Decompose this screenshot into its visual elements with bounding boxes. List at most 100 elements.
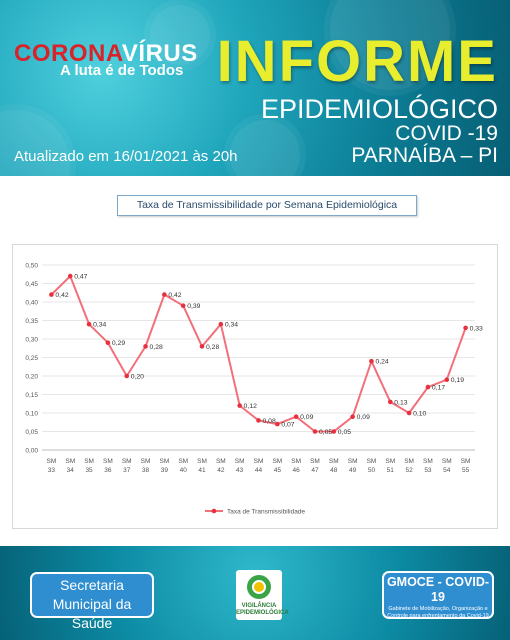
y-tick-label: 0,35 (25, 318, 38, 325)
x-tick-label: SM (291, 458, 301, 465)
x-tick-label: SM (197, 458, 207, 465)
data-label: 0,28 (150, 344, 163, 351)
data-point (237, 403, 242, 408)
data-label: 0,34 (225, 322, 238, 329)
data-label: 0,05 (338, 429, 351, 436)
brand-part-virus: VÍRUS (121, 40, 198, 67)
x-tick-label: SM (178, 458, 188, 465)
x-tick-label: SM (423, 458, 433, 465)
y-tick-label: 0,30 (25, 337, 38, 344)
x-tick-label: 42 (217, 467, 225, 474)
data-point (199, 344, 205, 349)
vigilancia-logo: VIGILÂNCIA EPIDEMIOLÓGICA (236, 570, 289, 620)
x-tick-label: SM (442, 458, 452, 465)
x-tick-label: 55 (462, 467, 470, 474)
x-tick-label: 49 (349, 467, 357, 474)
data-label: 0,09 (357, 414, 370, 421)
x-tick-label: SM (385, 458, 395, 465)
data-point (256, 418, 261, 423)
y-tick-label: 0,10 (25, 411, 38, 418)
x-tick-label: SM (84, 458, 94, 465)
page-title: INFORME (216, 29, 498, 94)
data-point (275, 421, 280, 427)
data-label: 0,05 (319, 429, 332, 436)
data-point (350, 414, 355, 420)
gmoce-title: GMOCE - COVID-19 (386, 575, 490, 604)
updated-timestamp: Atualizado em 16/01/2021 às 20h (14, 148, 238, 165)
disease-label: COVID -19 (395, 122, 498, 145)
data-label: 0,33 (470, 325, 483, 332)
data-point (124, 373, 130, 379)
x-tick-label: 53 (424, 467, 432, 474)
data-point (105, 340, 111, 346)
data-label: 0,47 (74, 274, 87, 281)
x-tick-label: SM (235, 458, 245, 465)
data-label: 0,29 (112, 340, 125, 347)
x-tick-label: SM (329, 458, 339, 465)
x-tick-label: 40 (180, 467, 188, 474)
data-label: 0,39 (187, 303, 200, 310)
brand-part-corona: CORONA (14, 40, 122, 67)
data-label: 0,07 (281, 422, 294, 429)
gmoce-subtitle: Gabinete de Mobilização, Organização e C… (387, 606, 489, 619)
x-tick-label: 47 (311, 467, 319, 474)
x-tick-label: 35 (85, 467, 93, 474)
data-point (49, 292, 54, 297)
x-tick-label: 33 (48, 467, 56, 474)
data-label: 0,12 (244, 403, 257, 410)
y-tick-label: 0,05 (25, 429, 38, 436)
x-tick-label: 45 (274, 467, 282, 474)
x-tick-label: 36 (104, 467, 112, 474)
x-tick-label: SM (404, 458, 414, 465)
location-label: PARNAÍBA – PI (351, 144, 498, 167)
x-tick-label: SM (348, 458, 358, 465)
x-tick-label: SM (461, 458, 471, 465)
x-tick-label: SM (216, 458, 226, 465)
data-point (162, 292, 167, 297)
data-point (387, 399, 393, 405)
data-point (369, 358, 374, 364)
legend-swatch-marker (211, 508, 217, 514)
y-tick-label: 0,50 (25, 263, 38, 270)
x-tick-label: 44 (255, 467, 263, 474)
data-point (444, 377, 450, 383)
x-tick-label: SM (141, 458, 151, 465)
data-label: 0,34 (93, 322, 106, 329)
data-point (425, 384, 431, 390)
logo-dot-icon (254, 582, 264, 592)
data-label: 0,17 (432, 385, 445, 392)
logo-text: VIGILÂNCIA EPIDEMIOLÓGICA (236, 603, 289, 616)
x-tick-label: 41 (198, 467, 206, 474)
brand-logo: CORONAVÍRUS (14, 40, 198, 68)
data-label: 0,09 (300, 414, 313, 421)
data-label: 0,28 (206, 344, 219, 351)
page-subtitle: EPIDEMIOLÓGICO (260, 94, 498, 124)
data-point (67, 273, 73, 279)
virus-decoration (230, 120, 300, 176)
data-point (312, 429, 318, 434)
x-tick-label: 43 (236, 467, 244, 474)
data-label: 0,24 (375, 359, 388, 366)
x-tick-label: 51 (387, 467, 395, 474)
data-label: 0,20 (131, 374, 144, 381)
x-tick-label: 34 (67, 467, 75, 474)
x-tick-label: SM (47, 458, 57, 465)
data-point (331, 429, 337, 434)
data-label: 0,08 (263, 418, 276, 425)
data-label: 0,19 (451, 377, 464, 384)
chart-frame (12, 244, 498, 529)
x-tick-label: 54 (443, 467, 451, 474)
x-tick-label: SM (272, 458, 282, 465)
y-tick-label: 0,20 (25, 374, 38, 381)
x-tick-label: 38 (142, 467, 150, 474)
virus-decoration (150, 5, 210, 65)
y-tick-label: 0,25 (25, 355, 38, 362)
data-point (180, 303, 186, 309)
x-tick-label: 52 (405, 467, 413, 474)
secretaria-badge: Secretaria Municipal da Saúde (30, 572, 154, 631)
x-tick-label: SM (367, 458, 377, 465)
data-point (86, 321, 92, 327)
x-tick-label: 37 (123, 467, 131, 474)
x-tick-label: SM (65, 458, 75, 465)
data-point (143, 344, 148, 349)
